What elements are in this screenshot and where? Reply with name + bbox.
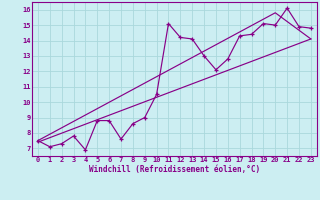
X-axis label: Windchill (Refroidissement éolien,°C): Windchill (Refroidissement éolien,°C) bbox=[89, 165, 260, 174]
